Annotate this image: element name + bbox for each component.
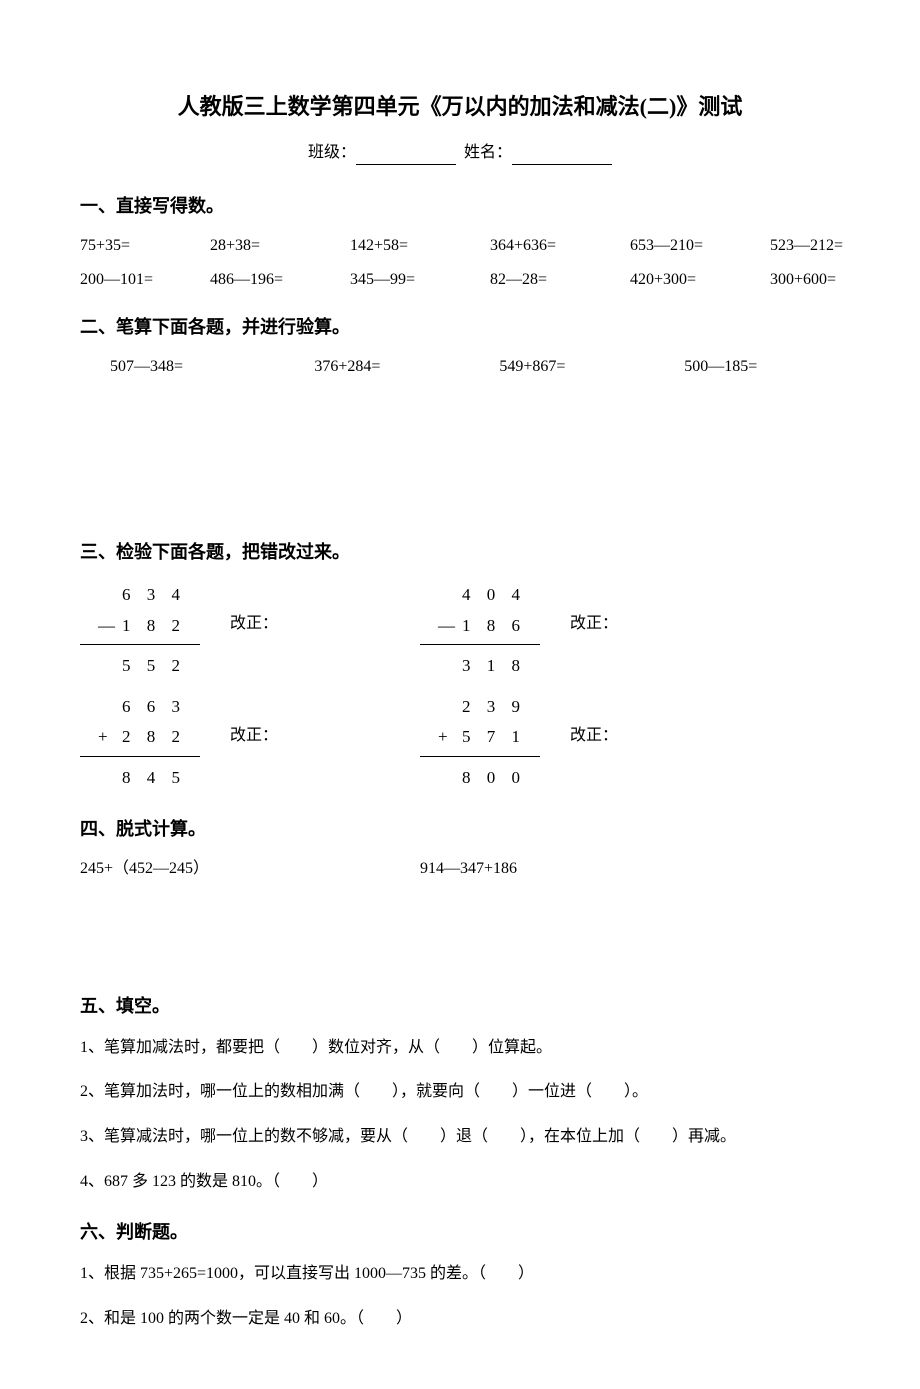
calc-op: — — [98, 611, 118, 642]
s3-pair-1a: 6 3 4 —1 8 2 5 5 2 改正： — [80, 580, 420, 682]
section-5-heading: 五、填空。 — [80, 993, 840, 1020]
s1-item: 364+636= — [490, 234, 630, 258]
calc-num: 1 8 2 — [122, 616, 186, 635]
vertical-calc: 4 0 4 —1 8 6 3 1 8 — [420, 580, 560, 682]
s1-item: 82—28= — [490, 268, 630, 292]
correct-label: 改正： — [560, 580, 618, 636]
calc-op: — — [438, 611, 458, 642]
s6-q2: 2、和是 100 的两个数一定是 40 和 60。（ ） — [80, 1305, 840, 1334]
calc-op: + — [98, 722, 118, 753]
s2-item: 376+284= — [314, 355, 499, 379]
workspace-blank — [80, 387, 840, 517]
name-label: 姓名： — [464, 144, 512, 161]
s3-pair-2b: 2 3 9 +5 7 1 8 0 0 改正： — [420, 692, 618, 794]
calc-op: + — [438, 722, 458, 753]
s5-q4: 4、687 多 123 的数是 810。（ ） — [80, 1168, 840, 1197]
s2-item: 549+867= — [499, 355, 684, 379]
calc-num: 1 8 6 — [462, 616, 526, 635]
calc-num: 2 3 9 — [462, 697, 526, 716]
s5-q1: 1、笔算加减法时，都要把（ ）数位对齐，从（ ）位算起。 — [80, 1034, 840, 1063]
s5-q2: 2、笔算加法时，哪一位上的数相加满（ ），就要向（ ）一位进（ ）。 — [80, 1078, 840, 1107]
section-4-heading: 四、脱式计算。 — [80, 816, 840, 843]
class-blank — [356, 147, 456, 165]
s5-q3: 3、笔算减法时，哪一位上的数不够减，要从（ ）退（ ），在本位上加（ ）再减。 — [80, 1123, 840, 1152]
s1-item: 653—210= — [630, 234, 770, 258]
workspace-blank — [80, 881, 840, 971]
calc-result: 8 0 0 — [462, 768, 526, 787]
s4-row: 245+（452—245） 914—347+186 — [80, 857, 840, 881]
page-title: 人教版三上数学第四单元《万以内的加法和减法(二)》测试 — [80, 90, 840, 123]
vertical-calc: 2 3 9 +5 7 1 8 0 0 — [420, 692, 560, 794]
calc-rule — [80, 755, 200, 757]
meta-line: 班级： 姓名： — [80, 141, 840, 165]
s1-item: 486—196= — [210, 268, 350, 292]
name-blank — [512, 147, 612, 165]
s2-row: 507—348= 376+284= 549+867= 500—185= — [80, 355, 840, 379]
s3-block-2: 6 6 3 +2 8 2 8 4 5 改正： 2 3 9 +5 7 1 8 0 … — [80, 692, 840, 794]
correct-label: 改正： — [220, 580, 278, 636]
section-1-heading: 一、直接写得数。 — [80, 193, 840, 220]
s3-pair-1b: 4 0 4 —1 8 6 3 1 8 改正： — [420, 580, 618, 682]
calc-rule — [420, 755, 540, 757]
s1-item: 142+58= — [350, 234, 490, 258]
s1-item: 300+600= — [770, 268, 890, 292]
calc-num: 4 0 4 — [462, 585, 526, 604]
s1-item: 28+38= — [210, 234, 350, 258]
s1-item: 75+35= — [80, 234, 210, 258]
s1-item: 345—99= — [350, 268, 490, 292]
calc-num: 5 7 1 — [462, 727, 526, 746]
calc-num: 2 8 2 — [122, 727, 186, 746]
calc-rule — [420, 643, 540, 645]
correct-label: 改正： — [220, 692, 278, 748]
s4-item: 914—347+186 — [420, 857, 517, 881]
calc-num: 6 3 4 — [122, 585, 186, 604]
s3-block-1: 6 3 4 —1 8 2 5 5 2 改正： 4 0 4 —1 8 6 3 1 … — [80, 580, 840, 682]
calc-rule — [80, 643, 200, 645]
calc-result: 8 4 5 — [122, 768, 186, 787]
class-label: 班级： — [308, 144, 356, 161]
section-3-heading: 三、检验下面各题，把错改过来。 — [80, 539, 840, 566]
calc-num: 6 6 3 — [122, 697, 186, 716]
s1-row-1: 75+35= 28+38= 142+58= 364+636= 653—210= … — [80, 234, 840, 258]
section-6-heading: 六、判断题。 — [80, 1219, 840, 1246]
s1-item: 200—101= — [80, 268, 210, 292]
correct-label: 改正： — [560, 692, 618, 748]
calc-result: 3 1 8 — [462, 656, 526, 675]
s1-item: 523—212= — [770, 234, 890, 258]
section-2-heading: 二、笔算下面各题，并进行验算。 — [80, 314, 840, 341]
s1-row-2: 200—101= 486—196= 345—99= 82—28= 420+300… — [80, 268, 840, 292]
s3-pair-2a: 6 6 3 +2 8 2 8 4 5 改正： — [80, 692, 420, 794]
s6-q1: 1、根据 735+265=1000，可以直接写出 1000—735 的差。（ ） — [80, 1260, 840, 1289]
s2-item: 507—348= — [110, 355, 314, 379]
vertical-calc: 6 3 4 —1 8 2 5 5 2 — [80, 580, 220, 682]
calc-result: 5 5 2 — [122, 656, 186, 675]
s1-item: 420+300= — [630, 268, 770, 292]
s2-item: 500—185= — [684, 355, 840, 379]
s4-item: 245+（452—245） — [80, 857, 420, 881]
vertical-calc: 6 6 3 +2 8 2 8 4 5 — [80, 692, 220, 794]
